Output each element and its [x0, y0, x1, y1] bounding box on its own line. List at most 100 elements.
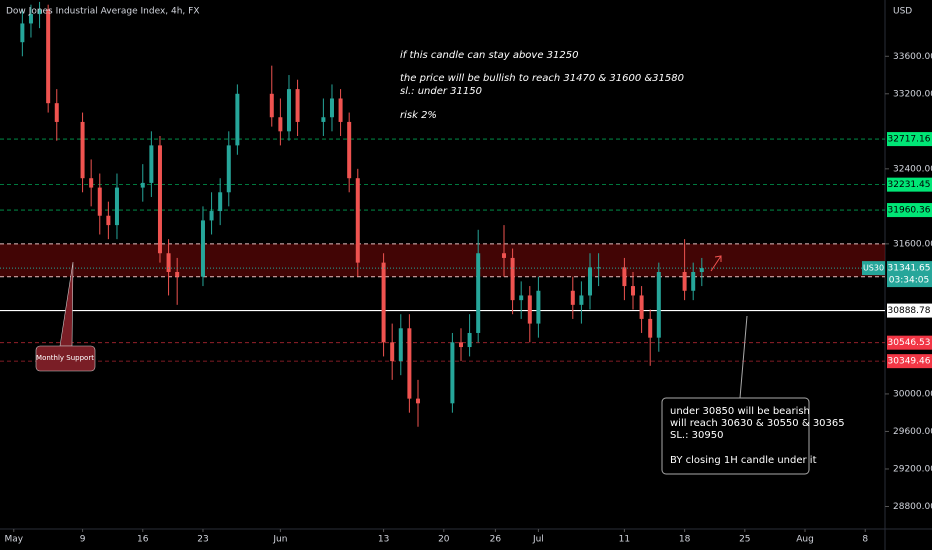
candle-body — [218, 192, 223, 212]
y-tick-label: 28800.00 — [893, 502, 932, 512]
candle-body — [527, 295, 532, 324]
candle-body — [140, 182, 145, 188]
y-tick-label: 33600.00 — [893, 52, 932, 62]
candle-body — [450, 342, 455, 404]
callout-line: will reach 30630 & 30550 & 30365 — [670, 418, 845, 429]
callout-line: BY closing 1H candle under it — [670, 455, 817, 466]
candle-body — [286, 89, 291, 132]
candle-body — [631, 286, 636, 296]
callout-line: SL.: 30950 — [670, 430, 723, 441]
candle-body — [321, 117, 326, 122]
candle-body — [37, 9, 42, 15]
candle-body — [106, 215, 111, 226]
y-tick-label: 33200.00 — [893, 89, 932, 99]
candle-body — [269, 93, 274, 118]
x-tick-label: 20 — [438, 535, 450, 545]
y-tick-label: 30000.00 — [893, 389, 932, 399]
support-box — [35, 345, 96, 372]
candle-body — [588, 267, 592, 296]
price-label: 31341.65 — [888, 264, 931, 274]
annotation-line: risk 2% — [400, 110, 437, 121]
candle-body — [157, 145, 162, 254]
symbol-label: US30 — [863, 264, 884, 273]
level-label: 31960.36 — [888, 206, 931, 216]
candle-body — [648, 318, 653, 338]
candle-body — [407, 328, 412, 399]
candle-body — [355, 178, 360, 263]
level-label-box — [887, 335, 932, 350]
candle-body — [691, 272, 696, 291]
x-tick-label: 8 — [862, 535, 868, 545]
x-tick-label: 26 — [490, 535, 502, 545]
candle-body — [278, 117, 283, 132]
candle-body — [80, 121, 85, 179]
candle-body — [175, 272, 180, 277]
candle-body — [622, 267, 627, 287]
candle-body — [200, 220, 205, 277]
x-tick-label: 16 — [137, 535, 149, 545]
level-label: 32717.16 — [888, 135, 931, 145]
annotation-line: if this candle can stay above 31250 — [400, 50, 578, 61]
x-tick-label: 11 — [619, 535, 630, 545]
y-tick-label: 31600.00 — [893, 239, 932, 249]
candle-body — [699, 268, 704, 273]
annotation-line: sl.: under 31150 — [400, 86, 482, 97]
currency: USD — [893, 7, 912, 17]
candle-body — [89, 178, 94, 188]
candle-body — [476, 253, 481, 333]
candle-body — [458, 342, 463, 348]
candle-body — [338, 98, 343, 122]
candle-body — [519, 295, 524, 301]
candle-body — [347, 121, 352, 179]
level-label-box — [887, 354, 932, 369]
candle-body — [20, 23, 25, 43]
level-label: 32231.45 — [888, 180, 931, 190]
candle-body — [467, 332, 472, 348]
zone — [0, 243, 885, 277]
candle-body — [398, 328, 403, 362]
candle-body — [226, 145, 231, 193]
x-tick-label: 9 — [80, 535, 86, 545]
y-tick-label: 29200.00 — [893, 464, 932, 474]
candle-body — [209, 211, 214, 221]
candle-body — [656, 272, 661, 338]
level-label-box — [887, 203, 932, 218]
candle-body — [501, 253, 506, 258]
y-tick-label: 29600.00 — [893, 427, 932, 437]
x-tick-label: Aug — [796, 535, 814, 545]
callout-line: under 30850 will be bearish — [670, 406, 810, 417]
x-tick-label: 18 — [679, 535, 691, 545]
callout-box — [661, 397, 810, 475]
x-tick-label: 23 — [197, 535, 208, 545]
arrow — [710, 255, 722, 272]
candle-body — [596, 267, 601, 269]
level-label-box — [887, 303, 932, 318]
candle-body — [46, 9, 51, 104]
candle-body — [682, 272, 687, 291]
level-label-box — [887, 132, 932, 147]
candle-body — [28, 14, 33, 24]
level-label: 30546.53 — [888, 338, 931, 348]
candle-body — [329, 98, 334, 118]
callout-pointer — [739, 315, 748, 399]
candle-body — [510, 257, 515, 301]
x-tick-label: 13 — [378, 535, 389, 545]
candle-body — [536, 290, 541, 324]
level-label: 30349.46 — [888, 357, 931, 367]
level-label-box — [887, 177, 932, 192]
x-tick-label: Jul — [532, 535, 544, 545]
price-box — [887, 261, 932, 288]
candle-body — [149, 145, 154, 183]
candle-body — [381, 262, 386, 343]
y-tick-label: 32400.00 — [893, 164, 932, 174]
candle-body — [166, 253, 171, 273]
support-label: Monthly Support — [36, 354, 94, 362]
x-tick-label: 25 — [739, 535, 750, 545]
countdown-label: 03:34:05 — [889, 276, 929, 286]
x-tick-label: Jun — [272, 535, 287, 545]
candle-body — [114, 187, 119, 226]
candle-body — [390, 342, 395, 362]
level-label: 30888.78 — [888, 306, 931, 316]
chart-title: Dow Jones Industrial Average Index, 4h, … — [6, 7, 200, 17]
